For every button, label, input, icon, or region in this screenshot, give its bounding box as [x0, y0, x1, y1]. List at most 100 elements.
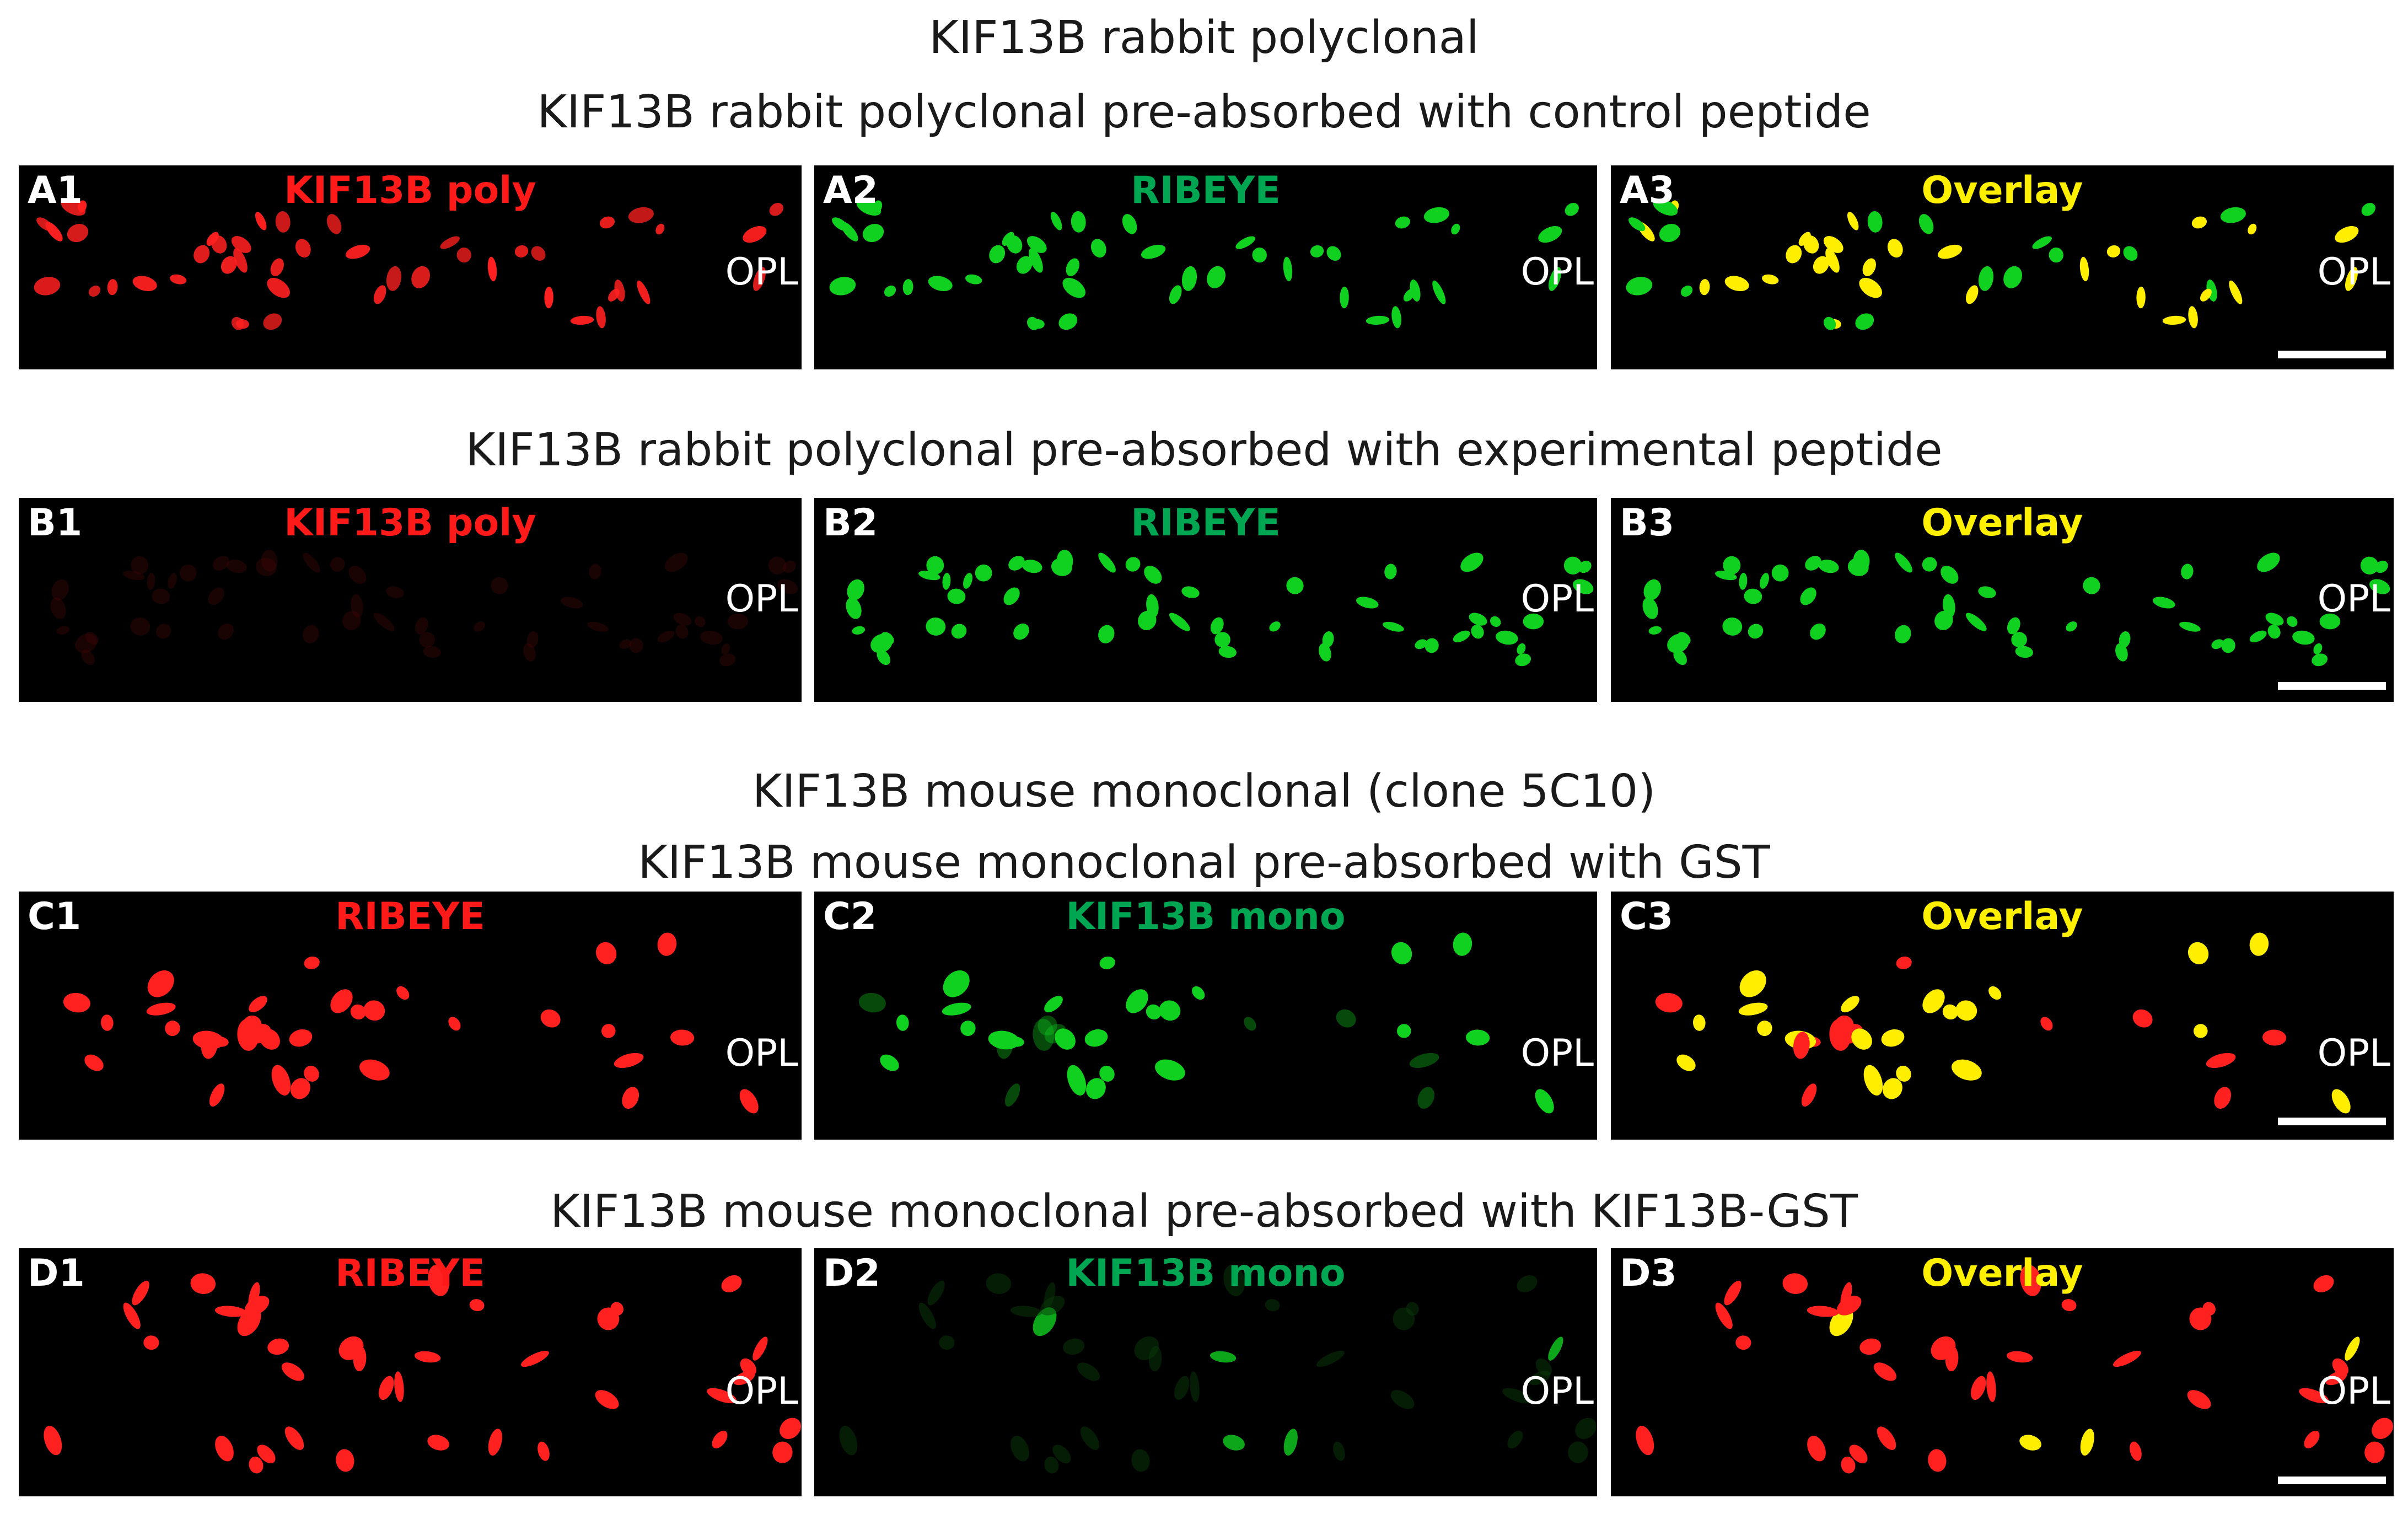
synaptic-ribbon-punctum: [1803, 235, 1819, 254]
synaptic-ribbon-punctum: [1882, 1078, 1902, 1099]
synaptic-ribbon-punctum: [213, 556, 229, 571]
synaptic-ribbon-punctum: [637, 280, 651, 304]
synaptic-ribbon-punctum: [1244, 1017, 1256, 1031]
synaptic-ribbon-punctum: [986, 1273, 1012, 1295]
synaptic-ribbon-punctum: [2115, 643, 2128, 662]
synaptic-ribbon-punctum: [63, 992, 90, 1013]
synaptic-ribbon-punctum: [862, 224, 884, 243]
synaptic-ribbon-punctum: [2248, 223, 2257, 235]
synaptic-ribbon-punctum: [877, 649, 890, 665]
synaptic-ribbon-punctum: [523, 643, 536, 662]
scale-bar: [2278, 351, 2386, 358]
synaptic-ribbon-punctum: [386, 266, 402, 291]
synaptic-ribbon-punctum: [721, 1275, 742, 1293]
micrograph-image: [829, 198, 1579, 330]
synaptic-ribbon-punctum: [1517, 1275, 1538, 1293]
synaptic-ribbon-punctum: [440, 236, 460, 249]
synaptic-ribbon-punctum: [1383, 621, 1404, 632]
synaptic-ribbon-punctum: [2136, 286, 2146, 309]
synaptic-ribbon-punctum: [1146, 594, 1159, 618]
synaptic-ribbon-punctum: [1044, 996, 1063, 1013]
synaptic-ribbon-punctum: [657, 932, 677, 956]
synaptic-ribbon-punctum: [694, 616, 706, 627]
micrograph-panel-a3: A3 Overlay OPL: [1611, 165, 2394, 369]
synaptic-ribbon-punctum: [601, 1024, 616, 1038]
synaptic-ribbon-punctum: [608, 288, 620, 302]
synaptic-ribbon-punctum: [832, 217, 849, 232]
synaptic-ribbon-punctum: [1269, 621, 1281, 632]
synaptic-ribbon-punctum: [540, 1009, 561, 1028]
synaptic-ribbon-punctum: [170, 274, 187, 284]
synaptic-ribbon-punctum: [589, 563, 601, 579]
synaptic-ribbon-punctum: [2249, 932, 2269, 956]
scale-bar: [2278, 1118, 2386, 1125]
synaptic-ribbon-punctum: [2123, 246, 2138, 261]
synaptic-ribbon-punctum: [2214, 1087, 2232, 1109]
panel-label: A3: [1620, 169, 1675, 212]
synaptic-ribbon-punctum: [1395, 216, 1411, 229]
scale-bar: [2278, 682, 2386, 690]
synaptic-ribbon-punctum: [379, 1376, 394, 1400]
synaptic-ribbon-punctum: [143, 1335, 159, 1350]
synaptic-ribbon-punctum: [675, 625, 689, 639]
synaptic-ribbon-punctum: [1169, 285, 1182, 304]
synaptic-ribbon-punctum: [194, 245, 210, 264]
synaptic-ribbon-punctum: [2011, 632, 2027, 648]
synaptic-ribbon-punctum: [1829, 1018, 1851, 1051]
synaptic-ribbon-punctum: [414, 1351, 441, 1363]
synaptic-ribbon-punctum: [2220, 207, 2246, 223]
synaptic-ribbon-punctum: [1735, 1335, 1751, 1350]
panel-label: C2: [823, 895, 877, 938]
synaptic-ribbon-punctum: [168, 573, 177, 589]
synaptic-ribbon-punctum: [1748, 624, 1764, 639]
synaptic-ribbon-punctum: [2331, 1089, 2351, 1114]
synaptic-ribbon-punctum: [2132, 1009, 2153, 1028]
synaptic-ribbon-punctum: [1937, 244, 1963, 259]
synaptic-ribbon-punctum: [1004, 1083, 1020, 1107]
synaptic-ribbon-punctum: [1859, 1338, 1882, 1355]
synaptic-ribbon-punctum: [2191, 216, 2207, 229]
synaptic-ribbon-punctum: [996, 1032, 1013, 1059]
opl-label: OPL: [1520, 250, 1594, 294]
synaptic-ribbon-punctum: [50, 597, 66, 619]
synaptic-ribbon-punctum: [2049, 248, 2063, 263]
synaptic-ribbon-punctum: [988, 1030, 1020, 1050]
synaptic-ribbon-punctum: [474, 621, 485, 632]
synaptic-ribbon-punctum: [2179, 621, 2201, 632]
synaptic-ribbon-punctum: [1800, 587, 1816, 605]
synaptic-ribbon-punctum: [1432, 280, 1446, 304]
synaptic-ribbon-punctum: [531, 246, 546, 261]
synaptic-ribbon-punctum: [1578, 560, 1592, 573]
synaptic-ribbon-punctum: [122, 571, 145, 581]
synaptic-ribbon-punctum: [36, 217, 53, 232]
synaptic-ribbon-punctum: [1283, 256, 1293, 282]
synaptic-ribbon-punctum: [1013, 623, 1029, 640]
synaptic-ribbon-punctum: [1873, 1362, 1897, 1381]
synaptic-ribbon-punctum: [342, 610, 361, 631]
micrograph-panel-d3: D3 Overlay OPL: [1611, 1248, 2394, 1496]
synaptic-ribbon-punctum: [1126, 989, 1148, 1013]
synaptic-ribbon-punctum: [2202, 1302, 2216, 1316]
synaptic-ribbon-punctum: [1340, 286, 1349, 309]
synaptic-ribbon-punctum: [1942, 1004, 1958, 1020]
synaptic-ribbon-punctum: [2200, 288, 2212, 302]
synaptic-ribbon-punctum: [132, 1280, 149, 1306]
synaptic-ribbon-punctum: [951, 624, 967, 639]
synaptic-ribbon-punctum: [88, 285, 101, 297]
synaptic-ribbon-punctum: [1941, 566, 1959, 584]
synaptic-ribbon-punctum: [1507, 1430, 1523, 1448]
synaptic-ribbon-punctum: [1523, 613, 1544, 630]
channel-label: KIF13B mono: [1066, 895, 1346, 938]
micrograph-panel-b2: B2 RIBEYE OPL: [814, 498, 1597, 702]
channel-label: KIF13B mono: [1066, 1252, 1346, 1295]
micrograph-image: [839, 1264, 1597, 1474]
synaptic-ribbon-punctum: [1003, 587, 1020, 605]
synaptic-ribbon-punctum: [560, 597, 583, 609]
synaptic-ribbon-punctum: [2130, 1441, 2142, 1461]
channel-label: RIBEYE: [1131, 501, 1281, 545]
panel-label: B2: [823, 501, 878, 545]
opl-label: OPL: [725, 1032, 798, 1075]
channel-label: Overlay: [1921, 501, 2083, 545]
synaptic-ribbon-punctum: [488, 1429, 502, 1456]
heading-mouse-monoclonal: KIF13B mouse monoclonal (clone 5C10): [752, 765, 1656, 818]
